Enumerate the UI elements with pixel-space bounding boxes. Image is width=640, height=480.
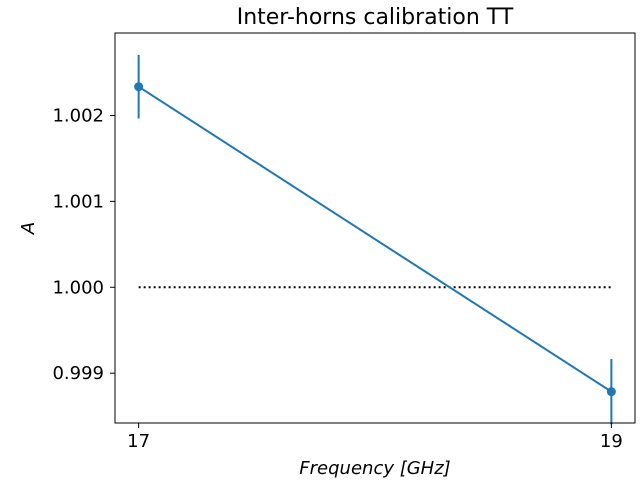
series-layer bbox=[134, 54, 616, 425]
x-axis-title: Frequency [GHz] bbox=[299, 458, 450, 479]
y-tick-label: 1.000 bbox=[52, 277, 104, 298]
axes-frame bbox=[114, 32, 636, 424]
y-tick-label: 1.002 bbox=[52, 105, 104, 126]
chart-title: Inter-horns calibration TT bbox=[237, 5, 514, 30]
x-tick-label: 19 bbox=[600, 431, 623, 452]
y-tick-label: 0.999 bbox=[52, 363, 104, 384]
data-point bbox=[606, 387, 616, 397]
y-tick-label: 1.001 bbox=[52, 191, 104, 212]
series-line bbox=[138, 85, 612, 393]
data-point bbox=[134, 82, 144, 92]
plot-area bbox=[115, 33, 635, 423]
y-axis-title: A bbox=[18, 222, 39, 235]
x-axis: 17 19 bbox=[127, 423, 623, 452]
x-tick-label: 17 bbox=[127, 431, 150, 452]
y-axis: 0.999 1.000 1.001 1.002 bbox=[52, 105, 115, 384]
